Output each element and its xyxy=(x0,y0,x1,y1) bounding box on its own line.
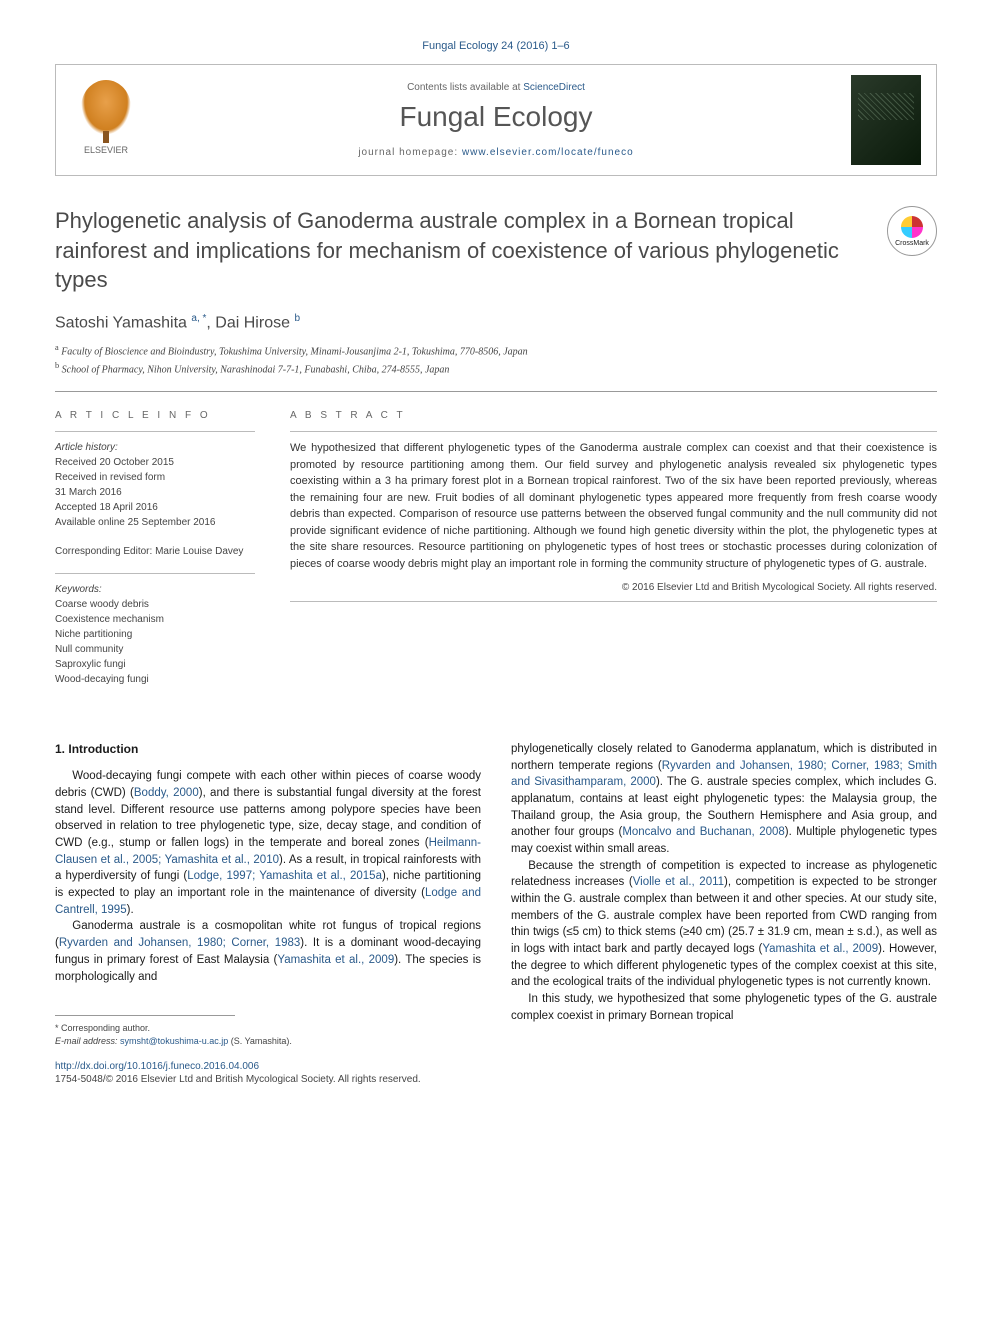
section-heading: 1. Introduction xyxy=(55,741,481,758)
history-line: Received 20 October 2015 xyxy=(55,455,255,470)
abstract-separator xyxy=(290,431,937,432)
journal-name: Fungal Ecology xyxy=(141,101,851,133)
history-line: Received in revised form xyxy=(55,470,255,485)
body-column-left: 1. Introduction Wood-decaying fungi comp… xyxy=(55,741,481,1047)
title-row: Phylogenetic analysis of Ganoderma austr… xyxy=(55,206,937,295)
history-line: 31 March 2016 xyxy=(55,485,255,500)
editor-name: Marie Louise Davey xyxy=(155,546,243,557)
section-title: Introduction xyxy=(68,742,138,756)
article-history: Article history: Received 20 October 201… xyxy=(55,440,255,530)
affiliation: b School of Pharmacy, Nihon University, … xyxy=(55,360,937,377)
corresponding-editor: Corresponding Editor: Marie Louise Davey xyxy=(55,544,255,559)
crossmark-label: CrossMark xyxy=(895,240,929,247)
abstract-separator xyxy=(290,601,937,602)
publisher-logo[interactable]: ELSEVIER xyxy=(71,80,141,160)
citation-link[interactable]: Yamashita et al., 2009 xyxy=(277,954,394,966)
body-paragraph: phylogenetically closely related to Gano… xyxy=(511,741,937,858)
email-line: E-mail address: symsht@tokushima-u.ac.jp… xyxy=(55,1035,481,1048)
author-mark: a, * xyxy=(191,313,206,324)
header-center: Contents lists available at ScienceDirec… xyxy=(141,82,851,158)
sciencedirect-link[interactable]: ScienceDirect xyxy=(523,82,585,93)
homepage-prefix: journal homepage: xyxy=(358,147,462,158)
doi-block: http://dx.doi.org/10.1016/j.funeco.2016.… xyxy=(55,1061,937,1085)
email-link[interactable]: symsht@tokushima-u.ac.jp xyxy=(120,1036,228,1046)
abstract-text: We hypothesized that different phylogene… xyxy=(290,440,937,572)
email-label: E-mail address: xyxy=(55,1036,118,1046)
editor-label: Corresponding Editor: xyxy=(55,546,152,557)
keyword: Coexistence mechanism xyxy=(55,612,255,627)
keyword: Null community xyxy=(55,642,255,657)
corr-author-label: * Corresponding author. xyxy=(55,1022,481,1035)
section-number: 1. xyxy=(55,742,65,756)
abstract-header: A B S T R A C T xyxy=(290,410,937,421)
doi-link[interactable]: http://dx.doi.org/10.1016/j.funeco.2016.… xyxy=(55,1061,259,1072)
history-line: Accepted 18 April 2016 xyxy=(55,500,255,515)
body-paragraph: In this study, we hypothesized that some… xyxy=(511,991,937,1024)
text: In this study, we hypothesized that some… xyxy=(511,993,937,1022)
keyword: Coarse woody debris xyxy=(55,597,255,612)
article-info-header: A R T I C L E I N F O xyxy=(55,410,255,421)
affiliation-mark: a xyxy=(55,343,59,352)
citation-link[interactable]: Moncalvo and Buchanan, 2008 xyxy=(622,826,784,838)
separator xyxy=(55,391,937,392)
footnote-separator xyxy=(55,1015,235,1016)
author-mark: b xyxy=(294,313,300,324)
contents-prefix: Contents lists available at xyxy=(407,82,523,93)
homepage-link[interactable]: www.elsevier.com/locate/funeco xyxy=(462,147,634,158)
journal-reference: Fungal Ecology 24 (2016) 1–6 xyxy=(55,40,937,52)
author-name[interactable]: Satoshi Yamashita xyxy=(55,314,187,331)
article-title: Phylogenetic analysis of Ganoderma austr… xyxy=(55,206,867,295)
email-who: (S. Yamashita). xyxy=(231,1036,292,1046)
citation-link[interactable]: Lodge, 1997; Yamashita et al., 2015a xyxy=(187,870,382,882)
abstract-column: A B S T R A C T We hypothesized that dif… xyxy=(290,410,937,701)
affiliations: a Faculty of Bioscience and Bioindustry,… xyxy=(55,342,937,377)
publisher-label: ELSEVIER xyxy=(84,145,128,155)
author-list: Satoshi Yamashita a, *, Dai Hirose b xyxy=(55,313,937,332)
abstract-copyright: © 2016 Elsevier Ltd and British Mycologi… xyxy=(290,582,937,593)
citation-link[interactable]: Violle et al., 2011 xyxy=(633,876,724,888)
article-info-column: A R T I C L E I N F O Article history: R… xyxy=(55,410,255,701)
affiliation: a Faculty of Bioscience and Bioindustry,… xyxy=(55,342,937,359)
affiliation-mark: b xyxy=(55,361,59,370)
journal-cover-thumbnail[interactable] xyxy=(851,75,921,165)
homepage-line: journal homepage: www.elsevier.com/locat… xyxy=(141,147,851,158)
crossmark-badge[interactable]: CrossMark xyxy=(887,206,937,256)
body-columns: 1. Introduction Wood-decaying fungi comp… xyxy=(55,741,937,1047)
history-line: Available online 25 September 2016 xyxy=(55,515,255,530)
body-paragraph: Ganoderma australe is a cosmopolitan whi… xyxy=(55,918,481,985)
citation-link[interactable]: Ryvarden and Johansen, 1980; Corner, 198… xyxy=(59,937,300,949)
affiliation-text: Faculty of Bioscience and Bioindustry, T… xyxy=(61,347,527,358)
corresponding-author-footnote: * Corresponding author. E-mail address: … xyxy=(55,1022,481,1047)
info-separator xyxy=(55,573,255,574)
keyword: Niche partitioning xyxy=(55,627,255,642)
citation-link[interactable]: Yamashita et al., 2009 xyxy=(762,943,878,955)
keyword: Wood-decaying fungi xyxy=(55,672,255,687)
affiliation-text: School of Pharmacy, Nihon University, Na… xyxy=(62,364,450,375)
info-separator xyxy=(55,431,255,432)
citation-link[interactable]: Boddy, 2000 xyxy=(134,787,199,799)
keywords-label: Keywords: xyxy=(55,582,255,597)
body-column-right: phylogenetically closely related to Gano… xyxy=(511,741,937,1047)
history-label: Article history: xyxy=(55,440,255,455)
keywords-block: Keywords: Coarse woody debris Coexistenc… xyxy=(55,582,255,687)
issn-copyright-line: 1754-5048/© 2016 Elsevier Ltd and Britis… xyxy=(55,1074,937,1085)
text: ). xyxy=(127,904,134,916)
body-paragraph: Because the strength of competition is e… xyxy=(511,858,937,991)
journal-header: ELSEVIER Contents lists available at Sci… xyxy=(55,64,937,176)
body-paragraph: Wood-decaying fungi compete with each ot… xyxy=(55,768,481,918)
elsevier-tree-icon xyxy=(81,80,131,135)
keyword: Saproxylic fungi xyxy=(55,657,255,672)
author-name[interactable]: Dai Hirose xyxy=(215,314,290,331)
info-abstract-row: A R T I C L E I N F O Article history: R… xyxy=(55,410,937,701)
contents-available-line: Contents lists available at ScienceDirec… xyxy=(141,82,851,93)
crossmark-icon xyxy=(901,216,923,238)
